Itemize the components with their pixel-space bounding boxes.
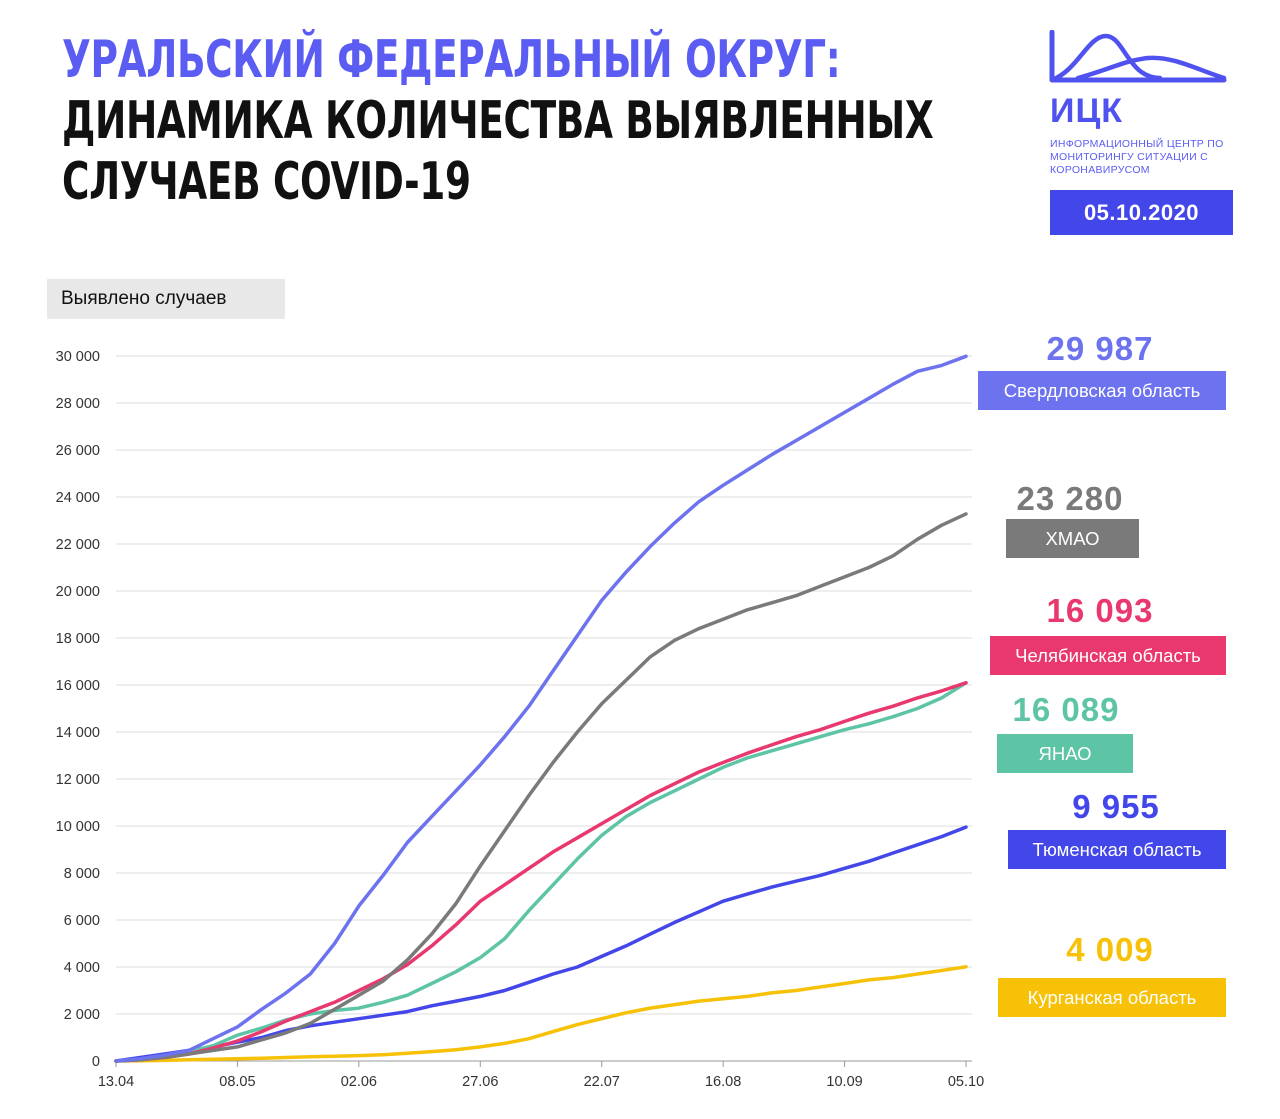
- final-value-chelyabinsk: 16 093: [1046, 592, 1154, 629]
- y-tick-label: 14 000: [56, 725, 100, 741]
- final-value-sverdlovsk: 29 987: [1046, 330, 1154, 367]
- logo-mark-icon: [1048, 30, 1228, 90]
- logo-subtitle: ИНФОРМАЦИОННЫЙ ЦЕНТР ПО МОНИТОРИНГУ СИТУ…: [1050, 138, 1224, 176]
- final-value-tyumen: 9 955: [1072, 788, 1160, 825]
- y-tick-label: 26 000: [56, 443, 100, 459]
- y-tick-label: 0: [92, 1054, 100, 1070]
- series-label-kurgan: Курганская область: [998, 978, 1226, 1017]
- logo-name: ИЦК: [1050, 92, 1124, 130]
- final-value-yanao: 16 089: [1012, 691, 1120, 728]
- page-title: УРАЛЬСКИЙ ФЕДЕРАЛЬНЫЙ ОКРУГ: ДИНАМИКА КО…: [62, 30, 934, 213]
- y-tick-label: 6 000: [64, 913, 100, 929]
- series-line-Курганская область: [114, 965, 968, 1063]
- title-line-2: ДИНАМИКА КОЛИЧЕСТВА ВЫЯВЛЕННЫХ: [62, 91, 934, 151]
- y-tick-label: 16 000: [56, 678, 100, 694]
- x-tick-label: 27.06: [462, 1074, 498, 1090]
- series-label-yanao: ЯНАО: [997, 734, 1133, 773]
- y-tick-label: 10 000: [56, 819, 100, 835]
- series-label-sverdlovsk: Свердловская область: [978, 371, 1226, 410]
- y-axis-label: Выявлено случаев: [47, 279, 285, 319]
- final-value-kurgan: 4 009: [1066, 931, 1154, 968]
- x-tick-label: 10.09: [826, 1074, 862, 1090]
- date-badge: 05.10.2020: [1050, 190, 1233, 235]
- series-label-chelyabinsk: Челябинская область: [990, 636, 1226, 675]
- series-line-Тюменская область: [114, 825, 968, 1063]
- title-line-3: СЛУЧАЕВ COVID-19: [62, 152, 471, 212]
- x-tick-label: 16.08: [705, 1074, 741, 1090]
- y-tick-label: 24 000: [56, 490, 100, 506]
- y-tick-labels: 0 2 000 4 000 6 000 8 000 10 000 12 000 14 000 1…: [56, 349, 100, 1070]
- x-tick-label: 08.05: [219, 1074, 255, 1090]
- y-tick-label: 8 000: [64, 866, 100, 882]
- series-lines: [114, 354, 968, 1063]
- x-tick-label: 05.10: [948, 1074, 984, 1090]
- y-tick-label: 22 000: [56, 537, 100, 553]
- series-line-ХМАО: [114, 512, 968, 1063]
- y-tick-label: 18 000: [56, 631, 100, 647]
- x-tick-label: 02.06: [341, 1074, 377, 1090]
- y-tick-label: 12 000: [56, 772, 100, 788]
- series-label-tyumen: Тюменская область: [1008, 830, 1226, 869]
- series-line-Свердловская область: [114, 354, 968, 1063]
- y-tick-label: 4 000: [64, 960, 100, 976]
- y-tick-label: 20 000: [56, 584, 100, 600]
- x-tick-label: 13.04: [98, 1074, 134, 1090]
- series-line-ЯНАО: [114, 681, 968, 1063]
- y-tick-label: 30 000: [56, 349, 100, 365]
- x-tick-label: 22.07: [584, 1074, 620, 1090]
- y-tick-label: 2 000: [64, 1007, 100, 1023]
- x-tick-labels: 13.04 08.05 02.06 27.06 22.07 16.08 10.09 05.10: [98, 1061, 984, 1090]
- title-line-1: УРАЛЬСКИЙ ФЕДЕРАЛЬНЫЙ ОКРУГ:: [62, 30, 841, 90]
- final-value-khmao: 23 280: [1016, 480, 1124, 517]
- y-tick-label: 28 000: [56, 396, 100, 412]
- series-label-khmao: ХМАО: [1006, 519, 1139, 558]
- grid-lines: [116, 355, 972, 1062]
- series-line-Челябинская область: [114, 681, 968, 1063]
